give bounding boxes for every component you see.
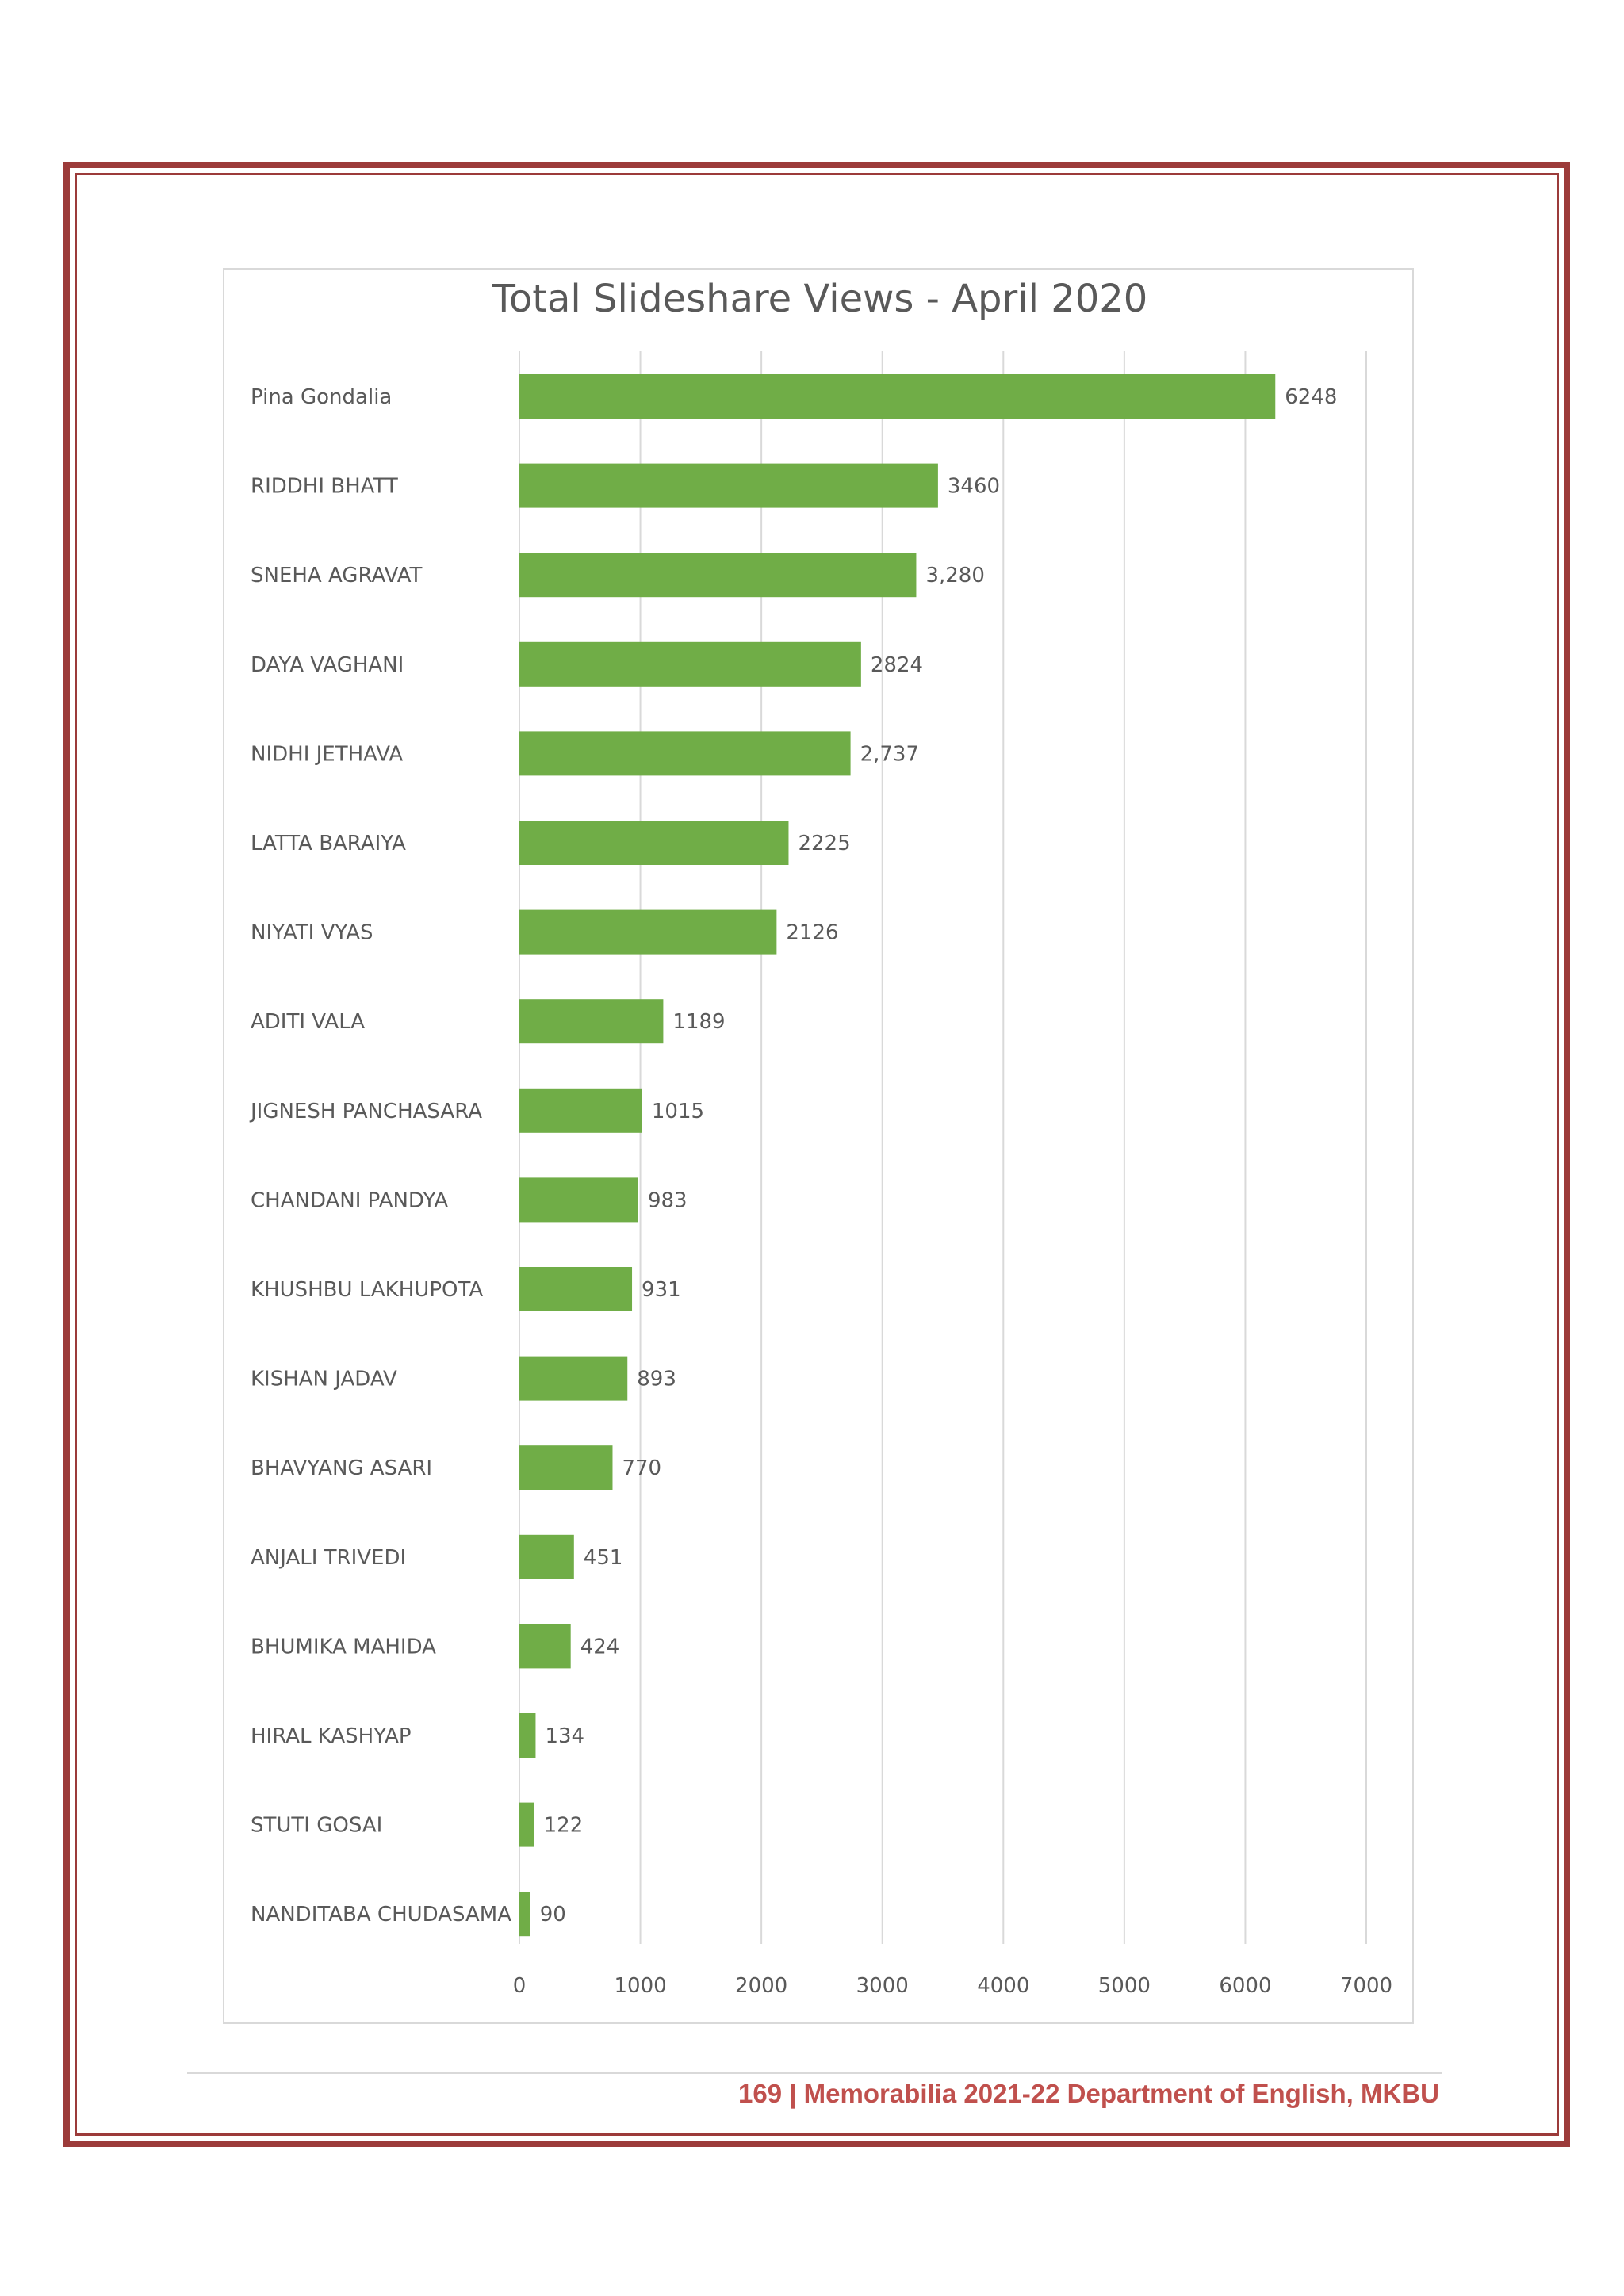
x-tick-label: 2000: [735, 1974, 787, 1998]
bars: [519, 374, 1276, 1937]
x-tick-label: 1000: [614, 1974, 666, 1998]
category-label: NANDITABA CHUDASAMA: [251, 1903, 511, 1927]
data-label: 90: [540, 1903, 566, 1927]
category-label: NIDHI JETHAVA: [251, 742, 403, 766]
bar: [519, 1267, 633, 1311]
x-tick-label: 0: [513, 1974, 527, 1998]
category-label: JIGNESH PANCHASARA: [249, 1100, 482, 1123]
data-label: 2225: [798, 832, 850, 855]
category-label: LATTA BARAIYA: [251, 832, 406, 855]
bar: [519, 731, 851, 776]
data-label: 2,737: [860, 742, 919, 766]
bar: [519, 1534, 574, 1579]
data-label: 3,280: [925, 564, 984, 587]
bar: [519, 1356, 628, 1401]
data-label: 451: [584, 1546, 623, 1570]
bar: [519, 1088, 642, 1133]
data-label: 1015: [652, 1100, 704, 1123]
bar: [519, 1802, 534, 1847]
data-label: 931: [642, 1278, 681, 1302]
chart-title: Total Slideshare Views - April 2020: [492, 277, 1148, 321]
category-label: DAYA VAGHANI: [251, 653, 404, 677]
data-label: 134: [545, 1724, 584, 1748]
bar: [519, 1445, 613, 1490]
data-label: 2126: [786, 921, 838, 945]
bar: [519, 641, 861, 687]
data-label: 424: [580, 1635, 620, 1659]
category-label: Pina Gondalia: [251, 385, 392, 409]
x-tick-label: 3000: [856, 1974, 909, 1998]
category-label: BHUMIKA MAHIDA: [251, 1635, 436, 1659]
category-label: RIDDHI BHATT: [251, 475, 398, 499]
data-label: 3460: [948, 475, 1000, 499]
category-label: SNEHA AGRAVAT: [251, 564, 422, 587]
bar: [519, 1177, 638, 1223]
data-label: 983: [648, 1188, 688, 1212]
chart-panel: Total Slideshare Views - April 2020 0 100…: [223, 268, 1414, 2024]
bar-chart: Total Slideshare Views - April 2020 0 100…: [249, 277, 1392, 1998]
x-tick-label: 4000: [977, 1974, 1029, 1998]
gridlines: [519, 351, 1367, 1944]
bar: [519, 1624, 571, 1669]
bar: [519, 1892, 530, 1937]
category-label: ANJALI TRIVEDI: [251, 1546, 406, 1570]
page-footer: 169 | Memorabilia 2021-22 Department of …: [738, 2079, 1439, 2108]
x-tick-label: 5000: [1098, 1974, 1151, 1998]
data-label: 770: [622, 1456, 661, 1480]
category-label: ADITI VALA: [251, 1010, 365, 1034]
bar: [519, 463, 938, 508]
x-tick-label: 6000: [1219, 1974, 1271, 1998]
labels: 0 1000 2000 3000 4000 5000 6000 7000 Pina Gondal…: [249, 385, 1392, 1998]
page-border-inner: [75, 173, 1559, 2136]
data-label: 122: [544, 1814, 584, 1838]
x-tick-label: 7000: [1340, 1974, 1392, 1998]
category-label: CHANDANI PANDYA: [251, 1188, 448, 1212]
data-label: 2824: [871, 653, 923, 677]
category-label: HIRAL KASHYAP: [251, 1724, 412, 1748]
footer-divider: [187, 2072, 1442, 2074]
category-label: STUTI GOSAI: [251, 1814, 382, 1838]
data-label: 1189: [672, 1010, 725, 1034]
data-label: 893: [637, 1368, 676, 1391]
bar: [519, 1713, 536, 1758]
bar: [519, 999, 664, 1044]
category-label: KHUSHBU LAKHUPOTA: [251, 1278, 483, 1302]
category-label: KISHAN JADAV: [251, 1368, 397, 1391]
category-label: BHAVYANG ASARI: [251, 1456, 432, 1480]
bar: [519, 374, 1276, 419]
data-label: 6248: [1285, 385, 1337, 409]
bar: [519, 821, 789, 865]
page-border-outer: [63, 162, 1570, 2147]
category-label: NIYATI VYAS: [251, 921, 373, 945]
bar: [519, 553, 917, 598]
bar: [519, 909, 777, 955]
